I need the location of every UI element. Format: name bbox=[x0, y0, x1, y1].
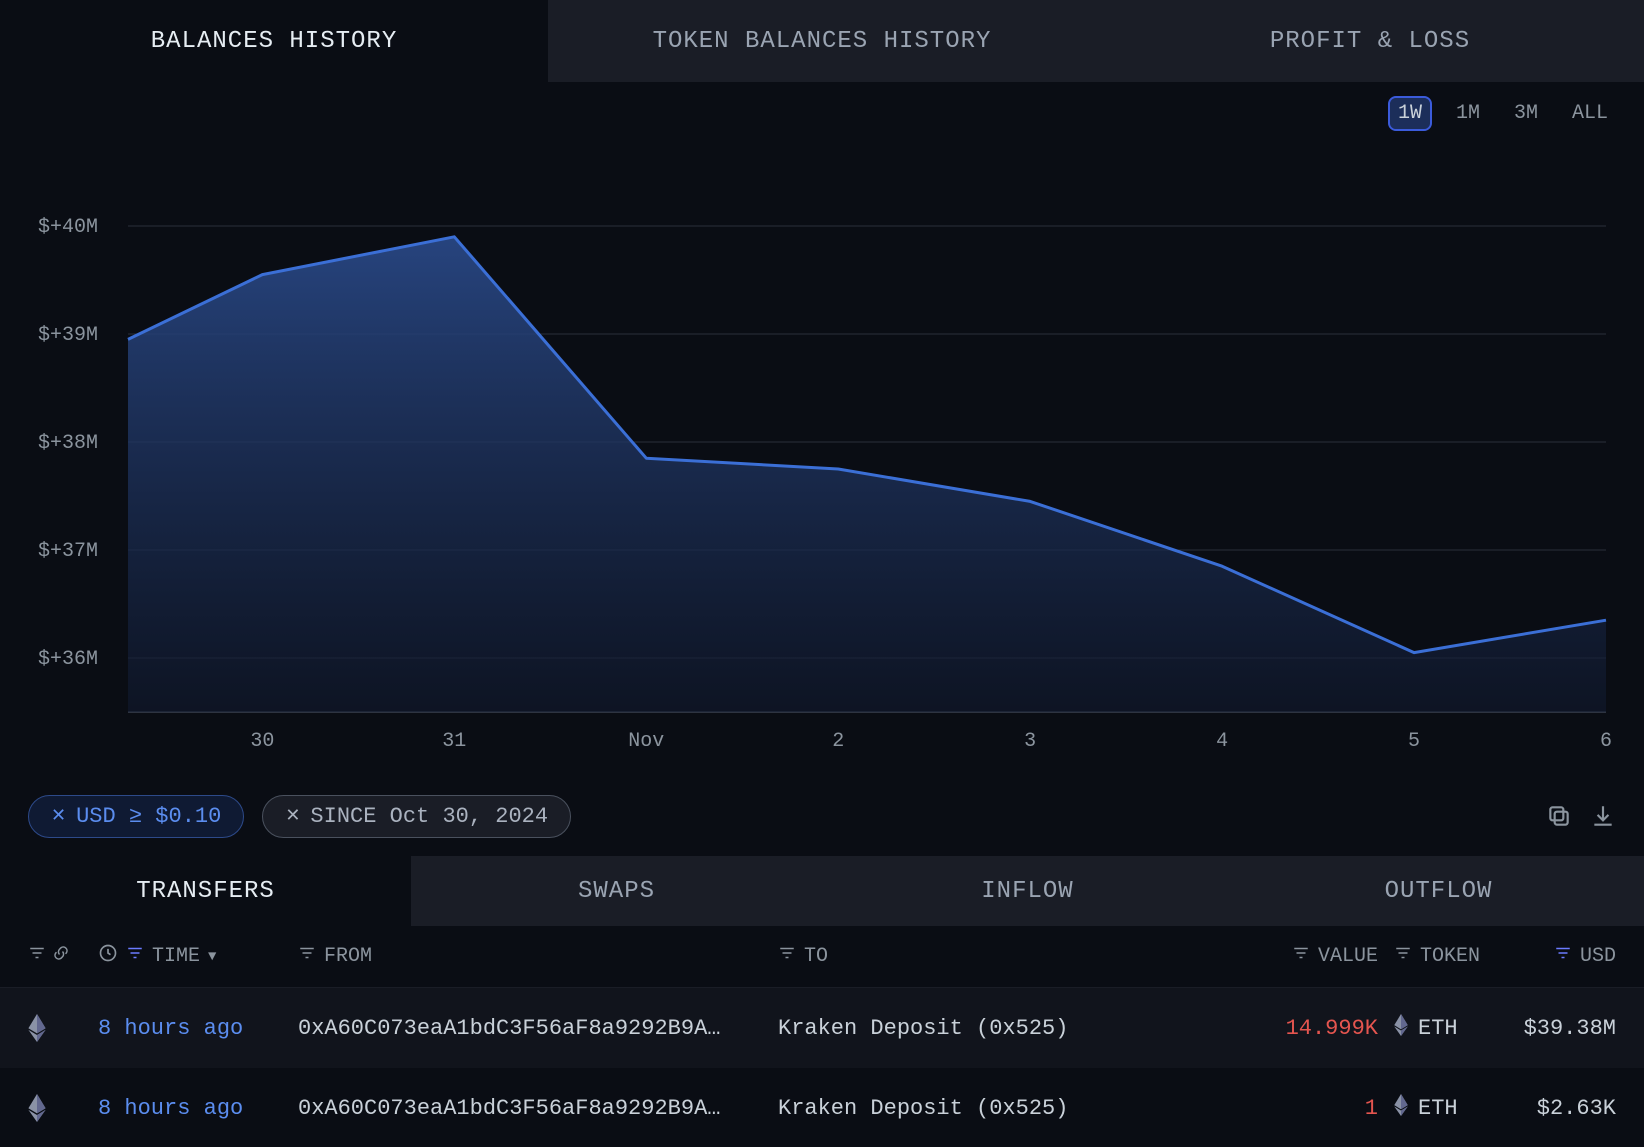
bottom-tabs: TRANSFERS SWAPS INFLOW OUTFLOW bbox=[0, 856, 1644, 926]
filter-chip-label: SINCE Oct 30, 2024 bbox=[310, 804, 548, 829]
link-icon[interactable] bbox=[52, 944, 70, 969]
tab-inflow[interactable]: INFLOW bbox=[822, 856, 1233, 926]
row-time[interactable]: 8 hours ago bbox=[98, 1016, 243, 1041]
tab-profit-loss[interactable]: PROFIT & LOSS bbox=[1096, 0, 1644, 82]
column-value[interactable]: VALUE bbox=[1318, 945, 1378, 968]
row-usd: $39.38M bbox=[1508, 1016, 1616, 1041]
svg-text:$+37M: $+37M bbox=[38, 540, 98, 563]
tab-swaps[interactable]: SWAPS bbox=[411, 856, 822, 926]
filter-chip-usd[interactable]: ✕ USD ≥ $0.10 bbox=[28, 795, 244, 838]
svg-text:3: 3 bbox=[1024, 730, 1036, 753]
clock-icon bbox=[98, 943, 118, 970]
column-from[interactable]: FROM bbox=[324, 945, 372, 968]
row-to[interactable]: Kraken Deposit (0x525) bbox=[778, 1016, 1068, 1041]
svg-text:Nov: Nov bbox=[628, 730, 664, 753]
tab-outflow[interactable]: OUTFLOW bbox=[1233, 856, 1644, 926]
row-from[interactable]: 0xA60C073eaA1bdC3F56aF8a9292B9A… bbox=[298, 1016, 720, 1041]
eth-icon bbox=[28, 1094, 98, 1122]
filter-chip-since[interactable]: ✕ SINCE Oct 30, 2024 bbox=[262, 795, 571, 838]
filter-icon[interactable] bbox=[298, 944, 316, 969]
download-icon[interactable] bbox=[1590, 803, 1616, 829]
svg-text:4: 4 bbox=[1216, 730, 1228, 753]
close-icon[interactable]: ✕ bbox=[285, 805, 300, 827]
svg-text:6: 6 bbox=[1600, 730, 1612, 753]
table-row[interactable]: 8 hours ago 0xA60C073eaA1bdC3F56aF8a9292… bbox=[0, 988, 1644, 1068]
filter-icon[interactable] bbox=[1292, 944, 1310, 969]
svg-text:30: 30 bbox=[250, 730, 274, 753]
table-row[interactable]: 8 hours ago 0xA60C073eaA1bdC3F56aF8a9292… bbox=[0, 1068, 1644, 1147]
filter-icon[interactable] bbox=[1394, 944, 1412, 969]
filter-icon[interactable] bbox=[778, 944, 796, 969]
filter-icon[interactable] bbox=[1554, 944, 1572, 969]
column-to[interactable]: TO bbox=[804, 945, 828, 968]
tab-transfers[interactable]: TRANSFERS bbox=[0, 856, 411, 926]
balances-chart: $+40M $+39M $+38M $+37M $+36M 30 31 Nov 2 3 4 5 6 bbox=[0, 132, 1644, 772]
range-all[interactable]: ALL bbox=[1564, 98, 1616, 129]
column-usd[interactable]: USD bbox=[1580, 945, 1616, 968]
svg-text:31: 31 bbox=[442, 730, 466, 753]
svg-text:5: 5 bbox=[1408, 730, 1420, 753]
chart-range-row: 1W 1M 3M ALL bbox=[0, 82, 1644, 132]
range-3m[interactable]: 3M bbox=[1506, 98, 1546, 129]
tab-balances-history[interactable]: BALANCES HISTORY bbox=[0, 0, 548, 82]
row-to[interactable]: Kraken Deposit (0x525) bbox=[778, 1096, 1068, 1121]
svg-text:2: 2 bbox=[832, 730, 844, 753]
filter-icon[interactable] bbox=[126, 944, 144, 969]
svg-text:$+39M: $+39M bbox=[38, 324, 98, 347]
filter-icon[interactable] bbox=[28, 944, 46, 969]
top-tabs: BALANCES HISTORY TOKEN BALANCES HISTORY … bbox=[0, 0, 1644, 82]
filter-chip-label: USD ≥ $0.10 bbox=[76, 804, 221, 829]
filters-row: ✕ USD ≥ $0.10 ✕ SINCE Oct 30, 2024 bbox=[0, 772, 1644, 842]
row-token[interactable]: ETH bbox=[1418, 1016, 1458, 1041]
table-header: TIME ▼ FROM TO VALUE TOKEN USD bbox=[0, 926, 1644, 988]
copy-icon[interactable] bbox=[1546, 803, 1572, 829]
row-value: 14.999K bbox=[1228, 1016, 1378, 1041]
close-icon[interactable]: ✕ bbox=[51, 805, 66, 827]
column-time[interactable]: TIME bbox=[152, 945, 200, 968]
eth-icon bbox=[1394, 1014, 1408, 1043]
range-1m[interactable]: 1M bbox=[1448, 98, 1488, 129]
sort-caret-icon[interactable]: ▼ bbox=[208, 949, 216, 965]
tab-token-balances-history[interactable]: TOKEN BALANCES HISTORY bbox=[548, 0, 1096, 82]
svg-text:$+40M: $+40M bbox=[38, 216, 98, 239]
svg-text:$+36M: $+36M bbox=[38, 648, 98, 671]
row-from[interactable]: 0xA60C073eaA1bdC3F56aF8a9292B9A… bbox=[298, 1096, 720, 1121]
column-token[interactable]: TOKEN bbox=[1420, 945, 1480, 968]
row-usd: $2.63K bbox=[1508, 1096, 1616, 1121]
eth-icon bbox=[1394, 1094, 1408, 1123]
row-time[interactable]: 8 hours ago bbox=[98, 1096, 243, 1121]
row-value: 1 bbox=[1228, 1096, 1378, 1121]
range-1w[interactable]: 1W bbox=[1390, 98, 1430, 129]
eth-icon bbox=[28, 1014, 98, 1042]
svg-text:$+38M: $+38M bbox=[38, 432, 98, 455]
row-token[interactable]: ETH bbox=[1418, 1096, 1458, 1121]
